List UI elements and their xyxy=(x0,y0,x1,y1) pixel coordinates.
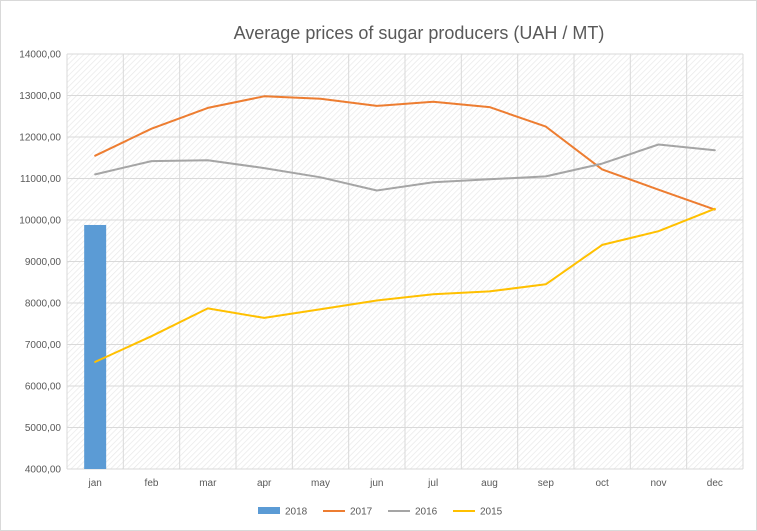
legend-label: 2018 xyxy=(285,507,308,518)
x-tick-label: jan xyxy=(87,478,101,489)
y-tick-label: 11000,00 xyxy=(20,174,61,185)
legend-item-2016: 2016 xyxy=(388,507,438,518)
x-tick-label: sep xyxy=(538,478,555,489)
legend-label: 2016 xyxy=(415,507,438,518)
chart-title: Average prices of sugar producers (UAH /… xyxy=(234,23,605,43)
x-tick-label: mar xyxy=(199,478,217,489)
x-tick-label: dec xyxy=(707,478,723,489)
y-tick-label: 9000,00 xyxy=(25,257,62,268)
y-tick-label: 10000,00 xyxy=(19,216,61,227)
y-tick-label: 12000,00 xyxy=(19,133,61,144)
line-series-2017 xyxy=(94,95,716,211)
legend: 2018 2017 2016 2015 xyxy=(258,507,503,518)
x-tick-label: may xyxy=(311,478,330,489)
x-tick-label: nov xyxy=(650,478,666,489)
legend-item-2015: 2015 xyxy=(453,507,503,518)
y-tick-label: 14000,00 xyxy=(19,50,61,61)
y-tick-label: 6000,00 xyxy=(25,382,62,393)
legend-item-2017: 2017 xyxy=(323,507,373,518)
legend-swatch xyxy=(258,507,280,514)
x-tick-label: apr xyxy=(257,478,272,489)
y-tick-label: 5000,00 xyxy=(25,423,62,434)
y-tick-label: 13000,00 xyxy=(19,91,61,102)
x-tick-label: jul xyxy=(427,478,438,489)
legend-item-2018: 2018 xyxy=(258,507,308,518)
x-tick-label: oct xyxy=(595,478,609,489)
y-axis: 4000,00 5000,00 6000,00 7000,00 8000,00 9000,… xyxy=(19,50,61,476)
line-series-2016 xyxy=(94,143,716,192)
y-tick-label: 7000,00 xyxy=(25,340,62,351)
x-tick-label: feb xyxy=(145,478,159,489)
line-series xyxy=(94,95,716,363)
legend-label: 2017 xyxy=(350,507,373,518)
bar-2018-jan xyxy=(84,224,107,469)
x-tick-label: jun xyxy=(369,478,383,489)
y-tick-label: 8000,00 xyxy=(25,299,62,310)
x-axis: jan feb mar apr may jun jul aug sep oct nov dec xyxy=(87,478,722,489)
line-series-2015 xyxy=(94,207,716,363)
gridlines xyxy=(66,53,744,470)
y-tick-label: 4000,00 xyxy=(25,465,62,476)
bar-series xyxy=(84,224,107,469)
x-tick-label: aug xyxy=(481,478,498,489)
legend-label: 2015 xyxy=(480,507,503,518)
